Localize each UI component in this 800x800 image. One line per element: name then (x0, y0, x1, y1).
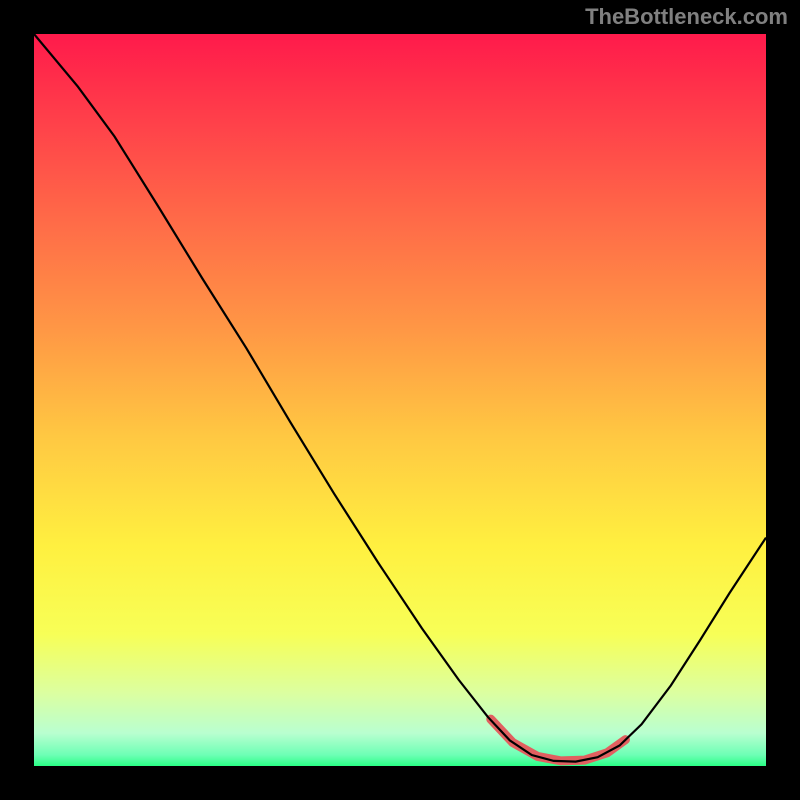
plot-svg (34, 34, 766, 766)
chart-container: { "watermark": { "text": "TheBottleneck.… (0, 0, 800, 800)
plot-area (34, 34, 766, 766)
gradient-background-rect (34, 34, 766, 766)
watermark-text: TheBottleneck.com (585, 4, 788, 30)
